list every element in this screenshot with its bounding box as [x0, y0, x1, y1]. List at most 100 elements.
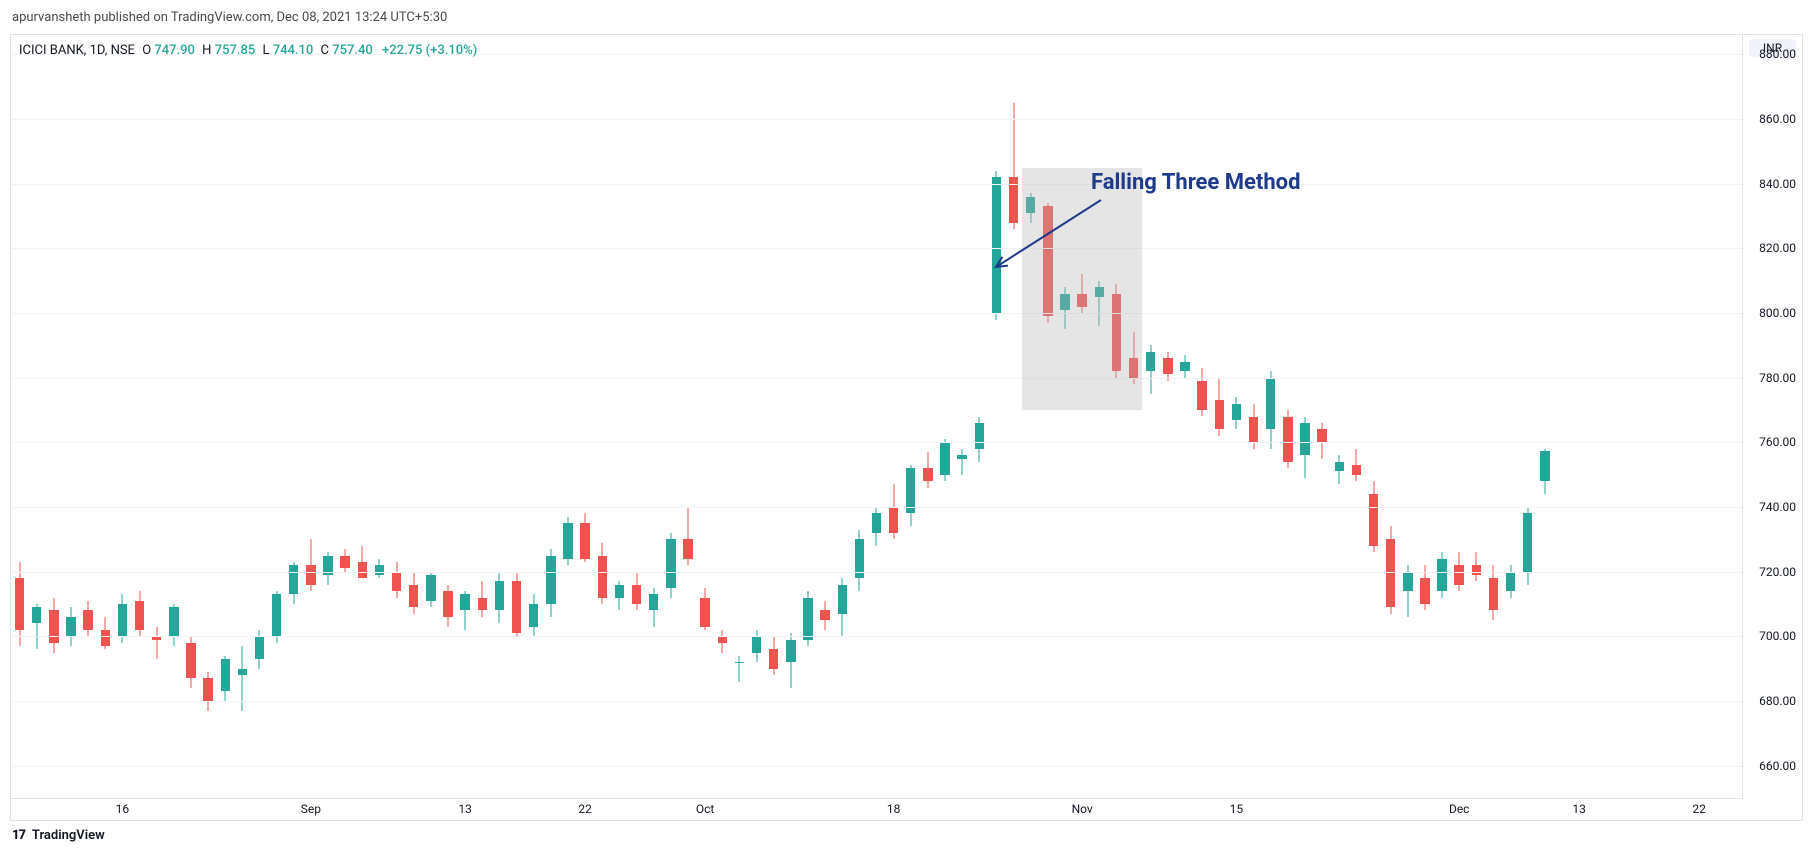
- legend-change-pct: (+3.10%): [426, 43, 478, 58]
- legend-timeframe: 1D: [90, 43, 105, 58]
- candle: [83, 35, 92, 798]
- candle: [615, 35, 624, 798]
- candle: [803, 35, 812, 798]
- candle: [221, 35, 230, 798]
- legend-exchange: NSE: [111, 43, 135, 58]
- price-tick-label: 700.00: [1759, 629, 1796, 643]
- candle: [1472, 35, 1481, 798]
- candle: [272, 35, 281, 798]
- candle: [1283, 35, 1292, 798]
- price-tick-label: 800.00: [1759, 306, 1796, 320]
- candle: [975, 35, 984, 798]
- candle: [66, 35, 75, 798]
- price-tick-label: 820.00: [1759, 241, 1796, 255]
- time-tick-label: 13: [1572, 802, 1586, 816]
- candle: [1009, 35, 1018, 798]
- candle: [1523, 35, 1532, 798]
- candle: [340, 35, 349, 798]
- candle: [563, 35, 572, 798]
- candle: [101, 35, 110, 798]
- candle: [306, 35, 315, 798]
- time-tick-label: Dec: [1449, 802, 1470, 816]
- time-tick-label: 13: [458, 802, 472, 816]
- legend-o-value: 747.90: [154, 43, 195, 58]
- candle: [683, 35, 692, 798]
- time-tick-label: Oct: [696, 802, 714, 816]
- legend-l-value: 744.10: [273, 43, 314, 58]
- candle: [992, 35, 1001, 798]
- candle: [769, 35, 778, 798]
- candle: [1403, 35, 1412, 798]
- candle: [152, 35, 161, 798]
- candle: [1180, 35, 1189, 798]
- candle: [1129, 35, 1138, 798]
- price-tick-label: 860.00: [1759, 112, 1796, 126]
- candle: [478, 35, 487, 798]
- footer-branding: 17 TradingView: [12, 828, 105, 843]
- price-tick-label: 720.00: [1759, 565, 1796, 579]
- candle: [495, 35, 504, 798]
- candle: [580, 35, 589, 798]
- candle: [889, 35, 898, 798]
- candle: [906, 35, 915, 798]
- candle: [1266, 35, 1275, 798]
- price-axis[interactable]: INR 880.00860.00840.00820.00800.00780.00…: [1742, 35, 1802, 798]
- candle: [1489, 35, 1498, 798]
- candle: [443, 35, 452, 798]
- candle: [1232, 35, 1241, 798]
- grid-line: [11, 248, 1742, 249]
- candle: [323, 35, 332, 798]
- candle: [1317, 35, 1326, 798]
- candle: [460, 35, 469, 798]
- price-tick-label: 660.00: [1759, 759, 1796, 773]
- time-tick-label: 16: [116, 802, 130, 816]
- legend-symbol: ICICI BANK: [19, 43, 84, 58]
- candle: [820, 35, 829, 798]
- candle: [1352, 35, 1361, 798]
- tradingview-logo-icon: 17: [12, 828, 25, 843]
- time-tick-label: Sep: [301, 802, 321, 816]
- grid-line: [11, 442, 1742, 443]
- price-tick-label: 740.00: [1759, 500, 1796, 514]
- chart-container[interactable]: ICICI BANK, 1D, NSE O 747.90 H 757.85 L …: [10, 34, 1803, 821]
- price-tick-label: 760.00: [1759, 435, 1796, 449]
- grid-line: [11, 378, 1742, 379]
- candle: [1386, 35, 1395, 798]
- candle: [1454, 35, 1463, 798]
- candle: [15, 35, 24, 798]
- candle: [135, 35, 144, 798]
- candle: [169, 35, 178, 798]
- legend-change-abs: +22.75: [382, 43, 422, 58]
- candle: [375, 35, 384, 798]
- time-tick-label: 15: [1230, 802, 1244, 816]
- grid-line: [11, 184, 1742, 185]
- candle: [598, 35, 607, 798]
- grid-line: [11, 572, 1742, 573]
- candle: [392, 35, 401, 798]
- candle: [186, 35, 195, 798]
- candle: [358, 35, 367, 798]
- plot-area[interactable]: Falling Three Method: [11, 35, 1742, 798]
- legend-l-label: L: [262, 43, 269, 58]
- candle: [1300, 35, 1309, 798]
- grid-line: [11, 701, 1742, 702]
- time-axis[interactable]: 16Sep1322Oct18Nov15Dec1322: [11, 798, 1742, 820]
- candle: [855, 35, 864, 798]
- candle: [666, 35, 675, 798]
- grid-line: [11, 507, 1742, 508]
- grid-line: [11, 636, 1742, 637]
- annotation-label: Falling Three Method: [1091, 170, 1301, 195]
- chart-legend: ICICI BANK, 1D, NSE O 747.90 H 757.85 L …: [19, 43, 477, 58]
- candle: [1506, 35, 1515, 798]
- candle: [1112, 35, 1121, 798]
- candle: [632, 35, 641, 798]
- candle: [872, 35, 881, 798]
- candle: [255, 35, 264, 798]
- legend-h-label: H: [202, 43, 211, 58]
- candle: [512, 35, 521, 798]
- time-tick-label: 22: [578, 802, 592, 816]
- time-tick-label: Nov: [1072, 802, 1093, 816]
- candle: [1197, 35, 1206, 798]
- candle: [957, 35, 966, 798]
- price-tick-label: 780.00: [1759, 371, 1796, 385]
